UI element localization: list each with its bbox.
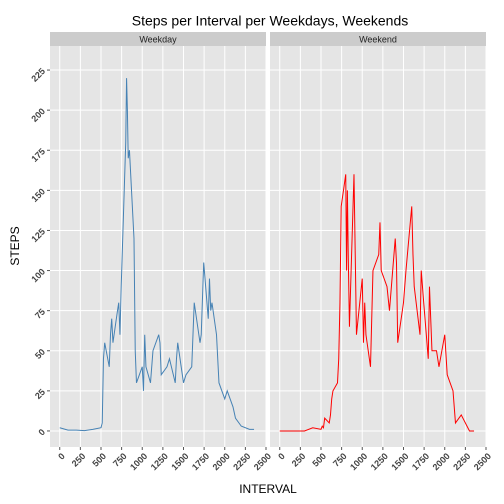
x-tick-label: 1000: [348, 451, 369, 472]
y-tick-label: 50: [33, 347, 47, 361]
x-tick-label: 2000: [211, 451, 232, 472]
y-axis-label: STEPS: [8, 226, 22, 265]
x-tick-label: 1250: [369, 451, 390, 472]
x-tick-label: 1250: [149, 451, 170, 472]
x-tick-label: 2500: [252, 451, 273, 472]
y-tick-label: 200: [29, 106, 47, 124]
x-tick-label: 2000: [431, 451, 452, 472]
x-tick-label: 2250: [231, 451, 252, 472]
x-tick-label: 1000: [128, 451, 149, 472]
y-tick-label: 125: [29, 226, 47, 244]
x-tick-label: 2500: [472, 451, 493, 472]
x-axis-label: INTERVAL: [239, 482, 297, 496]
strip-background: [270, 32, 486, 46]
x-tick-label: 750: [111, 451, 129, 469]
data-line: [59, 78, 255, 432]
y-tick-label: 175: [29, 146, 47, 164]
strip-background: [50, 32, 266, 46]
x-tick-label: 1500: [389, 451, 410, 472]
y-tick-label: 25: [33, 387, 47, 401]
x-tick-label: 500: [90, 451, 108, 469]
chart-title: Steps per Interval per Weekdays, Weekend…: [132, 13, 409, 29]
y-tick-label: 150: [29, 186, 47, 204]
x-tick-label: 1500: [169, 451, 190, 472]
x-tick-label: 500: [310, 451, 328, 469]
y-tick-label: 225: [29, 66, 47, 84]
x-tick-label: 1750: [190, 451, 211, 472]
strip-label: Weekend: [359, 34, 397, 44]
x-tick-label: 250: [290, 451, 308, 469]
x-tick-label: 2250: [451, 451, 472, 472]
y-tick-label: 100: [29, 267, 47, 285]
x-tick-label: 750: [331, 451, 349, 469]
x-tick-label: 250: [70, 451, 88, 469]
x-tick-label: 0: [276, 451, 287, 462]
panel-background: [270, 46, 486, 447]
x-tick-label: 1750: [410, 451, 431, 472]
y-tick-label: 75: [33, 307, 47, 321]
x-tick-label: 0: [56, 451, 67, 462]
y-tick-label: 0: [36, 427, 47, 438]
strip-label: Weekday: [139, 34, 177, 44]
data-line: [279, 174, 475, 432]
panel-background: [50, 46, 266, 447]
